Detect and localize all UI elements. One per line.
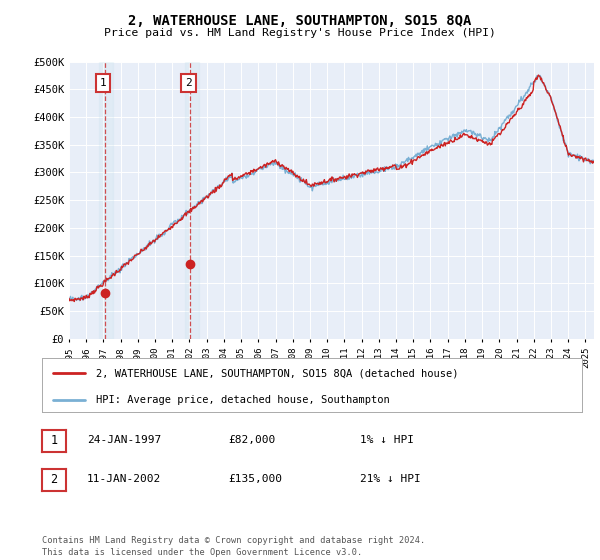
Text: £82,000: £82,000 — [228, 435, 275, 445]
Text: Contains HM Land Registry data © Crown copyright and database right 2024.
This d: Contains HM Land Registry data © Crown c… — [42, 536, 425, 557]
Text: 11-JAN-2002: 11-JAN-2002 — [87, 474, 161, 484]
Text: 2: 2 — [185, 78, 192, 88]
Bar — [100, 62, 113, 339]
Text: 1: 1 — [50, 434, 58, 447]
Bar — [185, 62, 199, 339]
Text: Price paid vs. HM Land Registry's House Price Index (HPI): Price paid vs. HM Land Registry's House … — [104, 28, 496, 38]
Text: 2, WATERHOUSE LANE, SOUTHAMPTON, SO15 8QA: 2, WATERHOUSE LANE, SOUTHAMPTON, SO15 8Q… — [128, 14, 472, 28]
Text: 24-JAN-1997: 24-JAN-1997 — [87, 435, 161, 445]
Text: £135,000: £135,000 — [228, 474, 282, 484]
Text: 2, WATERHOUSE LANE, SOUTHAMPTON, SO15 8QA (detached house): 2, WATERHOUSE LANE, SOUTHAMPTON, SO15 8Q… — [96, 368, 458, 379]
Text: 1% ↓ HPI: 1% ↓ HPI — [360, 435, 414, 445]
Text: 1: 1 — [100, 78, 106, 88]
Text: HPI: Average price, detached house, Southampton: HPI: Average price, detached house, Sout… — [96, 395, 390, 405]
Text: 21% ↓ HPI: 21% ↓ HPI — [360, 474, 421, 484]
Text: 2: 2 — [50, 473, 58, 487]
